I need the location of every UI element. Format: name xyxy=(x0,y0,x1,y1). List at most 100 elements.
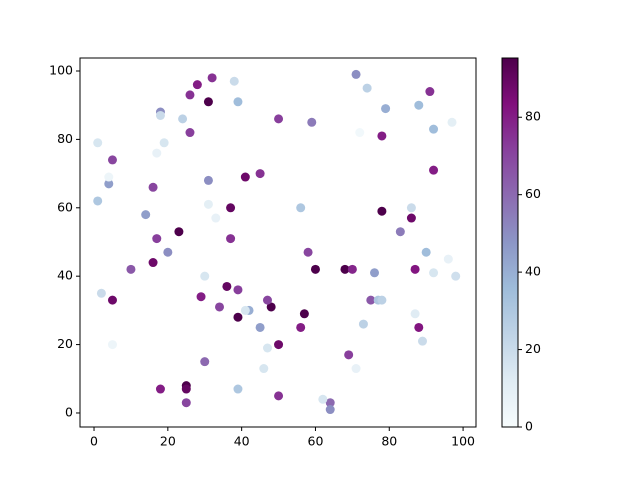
point xyxy=(274,340,284,350)
point xyxy=(443,254,453,264)
point xyxy=(155,110,165,120)
point xyxy=(185,128,195,138)
point xyxy=(259,364,269,374)
point xyxy=(200,271,210,281)
point xyxy=(429,165,439,175)
point xyxy=(215,302,225,312)
point xyxy=(107,155,117,165)
point xyxy=(358,319,368,329)
point xyxy=(406,203,416,213)
plot-area xyxy=(93,69,461,415)
point xyxy=(262,343,272,353)
point xyxy=(233,97,243,107)
x-tick-label: 40 xyxy=(234,434,250,449)
point xyxy=(414,100,424,110)
colorbar-tick-label: 20 xyxy=(525,341,541,356)
point xyxy=(377,131,387,141)
point xyxy=(93,196,103,206)
y-tick-label: 100 xyxy=(49,62,73,77)
point xyxy=(255,322,265,332)
point xyxy=(310,264,320,274)
point xyxy=(163,247,173,257)
point xyxy=(229,76,239,86)
point xyxy=(152,234,162,244)
x-tick-label: 80 xyxy=(381,434,397,449)
point xyxy=(344,350,354,360)
point xyxy=(325,398,335,408)
point xyxy=(141,210,151,220)
point xyxy=(155,384,165,394)
point xyxy=(340,264,350,274)
point xyxy=(203,97,213,107)
point xyxy=(203,199,213,209)
y-tick-label: 0 xyxy=(65,404,73,419)
point xyxy=(351,364,361,374)
point xyxy=(447,117,457,127)
point xyxy=(377,295,387,305)
point xyxy=(417,336,427,346)
point xyxy=(362,83,372,93)
point xyxy=(381,104,391,114)
point xyxy=(200,357,210,367)
point xyxy=(299,309,309,319)
point xyxy=(370,268,380,278)
point xyxy=(262,295,272,305)
point xyxy=(233,312,243,322)
point xyxy=(152,148,162,158)
point xyxy=(104,179,114,189)
point xyxy=(107,295,117,305)
y-tick-label: 40 xyxy=(57,268,73,283)
point xyxy=(355,128,365,138)
point xyxy=(107,340,117,350)
point xyxy=(325,405,335,415)
point xyxy=(148,258,158,268)
point xyxy=(296,322,306,332)
point xyxy=(181,398,191,408)
point xyxy=(296,203,306,213)
point xyxy=(240,305,250,315)
y-tick-label: 80 xyxy=(57,131,73,146)
point xyxy=(148,182,158,192)
point xyxy=(96,288,106,298)
colorbar-tick-label: 40 xyxy=(525,264,541,279)
point xyxy=(174,227,184,237)
x-tick-label: 60 xyxy=(308,434,324,449)
point xyxy=(347,264,357,274)
colorbar-frame xyxy=(501,57,519,428)
point xyxy=(429,268,439,278)
point xyxy=(159,138,169,148)
y-tick-label: 20 xyxy=(57,336,73,351)
colorbar-tick-label: 60 xyxy=(525,186,541,201)
point xyxy=(240,172,250,182)
point xyxy=(126,264,136,274)
colorbar-tick-label: 0 xyxy=(525,419,533,434)
point xyxy=(414,322,424,332)
point xyxy=(406,213,416,223)
point xyxy=(410,264,420,274)
point xyxy=(274,391,284,401)
point xyxy=(307,117,317,127)
point xyxy=(351,69,361,79)
point xyxy=(429,124,439,134)
point xyxy=(196,292,206,302)
point xyxy=(410,309,420,319)
point xyxy=(226,203,236,213)
point xyxy=(233,285,243,295)
point xyxy=(318,394,328,404)
point xyxy=(203,175,213,185)
point xyxy=(178,114,188,124)
x-tick-label: 0 xyxy=(90,434,98,449)
point xyxy=(192,80,202,90)
point xyxy=(207,73,217,83)
point xyxy=(222,281,232,291)
point xyxy=(211,213,221,223)
point xyxy=(185,90,195,100)
point xyxy=(421,247,431,257)
point xyxy=(93,138,103,148)
x-tick-label: 20 xyxy=(160,434,176,449)
point xyxy=(451,271,461,281)
point xyxy=(255,169,265,179)
point xyxy=(377,206,387,216)
point xyxy=(104,172,114,182)
